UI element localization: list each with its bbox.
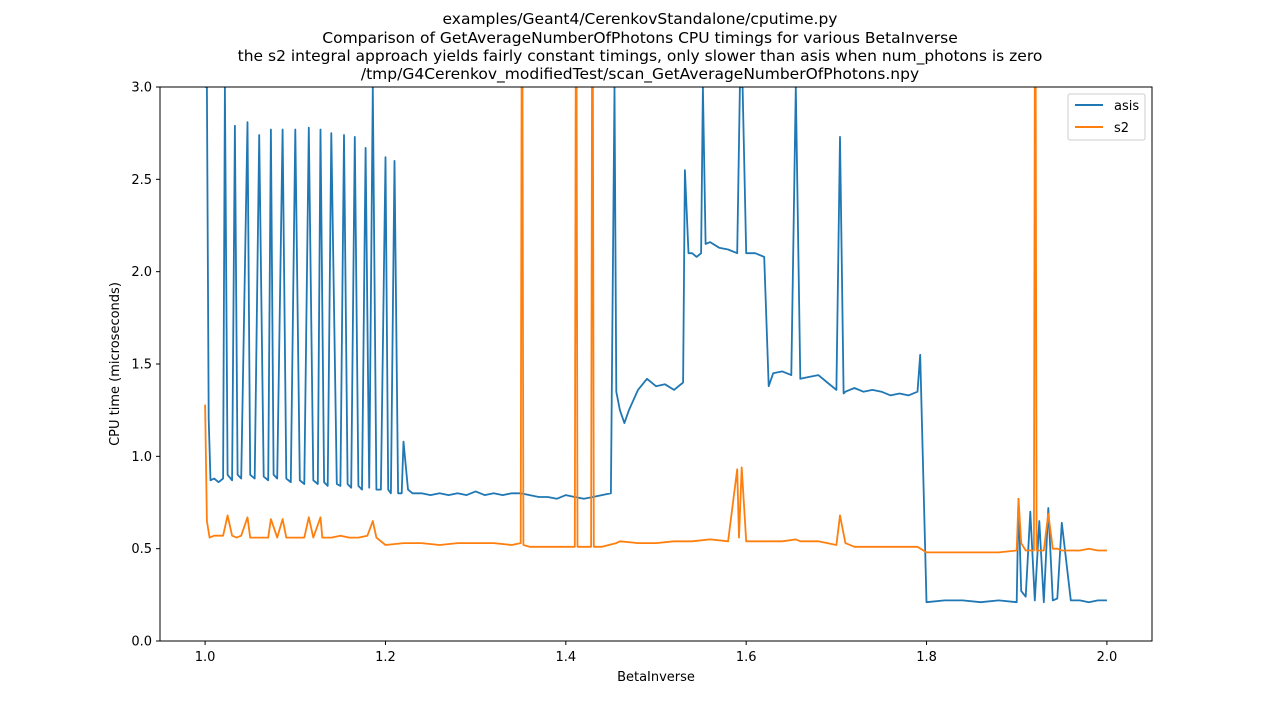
y-tick-label: 0.5 [131, 542, 152, 557]
y-axis-label: CPU time (microseconds) [108, 282, 123, 446]
x-tick-label: 2.0 [1097, 650, 1118, 665]
x-tick-label: 1.6 [736, 650, 757, 665]
x-tick-label: 1.0 [195, 650, 216, 665]
legend-label-asis: asis [1114, 99, 1139, 114]
y-tick-label: 2.5 [131, 173, 152, 188]
series-group [204, 87, 1107, 604]
title-line: examples/Geant4/CerenkovStandalone/cputi… [443, 10, 838, 28]
title-line: the s2 integral approach yields fairly c… [238, 47, 1043, 66]
x-tick-label: 1.8 [916, 650, 937, 665]
series-line-asis [205, 87, 1107, 604]
y-tick-label: 3.0 [131, 81, 152, 96]
title-line: /tmp/G4Cerenkov_modifiedTest/scan_GetAve… [361, 65, 919, 84]
x-axis: 1.0 1.2 1.4 1.6 1.8 2.0 [195, 641, 1118, 665]
y-tick-label: 1.5 [131, 358, 152, 373]
series-line-s2 [204, 87, 1107, 554]
x-tick-label: 1.2 [375, 650, 396, 665]
title-line: Comparison of GetAverageNumberOfPhotons … [322, 29, 957, 47]
y-tick-label: 0.0 [131, 635, 152, 650]
chart-title: examples/Geant4/CerenkovStandalone/cputi… [238, 10, 1043, 84]
x-tick-label: 1.4 [555, 650, 576, 665]
legend-label-s2: s2 [1114, 121, 1129, 136]
x-axis-label: BetaInverse [617, 670, 695, 685]
y-tick-label: 1.0 [131, 450, 152, 465]
y-axis: 0.0 0.5 1.0 1.5 2.0 2.5 3.0 [131, 81, 160, 650]
y-tick-label: 2.0 [131, 265, 152, 280]
legend: asis s2 [1067, 93, 1146, 141]
